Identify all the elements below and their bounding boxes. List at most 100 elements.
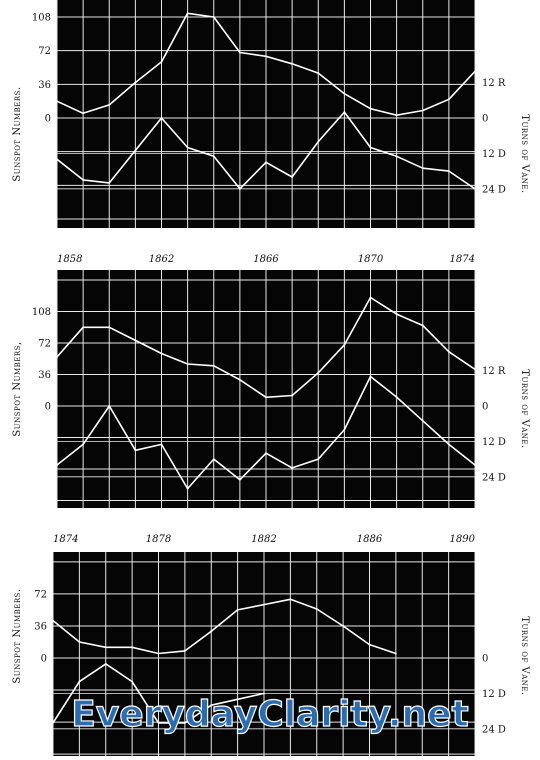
vane-point <box>134 449 137 452</box>
vane-point <box>395 155 398 158</box>
year-tick-label: 1866 <box>253 254 279 265</box>
vane-point <box>212 155 215 158</box>
left-tick-label: 36 <box>38 370 51 381</box>
left-tick-label: 108 <box>32 13 51 24</box>
right-tick-label: 0 <box>482 114 488 125</box>
vane-point <box>265 161 267 164</box>
vane-point <box>474 187 476 190</box>
vane-point <box>186 146 189 149</box>
right-tick-label: 24 D <box>482 472 506 483</box>
year-tick-label: 1870 <box>358 254 384 265</box>
sunspot-point <box>369 107 372 110</box>
right-tick-label: 0 <box>482 402 488 413</box>
vane-point <box>238 187 241 190</box>
vane-point <box>369 146 372 149</box>
chart-panel-1: 108 72 36 0 12 R 0 12 D 24 D Sunspot Numbers. Tur… <box>12 0 530 228</box>
sunspot-point <box>291 62 294 65</box>
sunspot-point <box>108 104 111 106</box>
vane-point <box>78 680 81 683</box>
vane-point <box>56 158 58 161</box>
vane-point <box>157 722 160 724</box>
left-tick-label: 0 <box>45 402 51 413</box>
left-tick-label: 0 <box>45 114 51 125</box>
vane-point <box>238 478 241 481</box>
sunspot-point <box>160 61 163 63</box>
sunspot-point <box>56 100 58 103</box>
sunspot-point <box>291 394 294 397</box>
year-tick-label: 1890 <box>450 534 476 545</box>
sunspot-point <box>82 112 85 115</box>
left-tick-label: 36 <box>38 80 51 91</box>
sunspot-point <box>212 364 215 367</box>
vane-point <box>160 117 163 119</box>
sunspot-point <box>78 641 81 643</box>
vane-point <box>421 419 424 422</box>
vane-point <box>343 111 346 113</box>
sunspot-point <box>212 16 215 18</box>
vane-point <box>134 149 137 152</box>
sunspot-point <box>108 326 111 329</box>
sunspot-point <box>186 12 189 15</box>
vane-point <box>421 167 424 170</box>
vane-point <box>265 452 267 455</box>
sunspot-point <box>474 368 476 371</box>
sunspot-point <box>315 608 318 610</box>
vane-point <box>291 176 294 178</box>
vane-point <box>317 458 320 460</box>
right-tick-label: 24 D <box>482 724 506 735</box>
right-tick-label: 0 <box>482 654 488 665</box>
vane-point <box>447 170 450 173</box>
vane-point <box>82 443 85 446</box>
vane-point <box>263 692 265 695</box>
vane-point <box>212 458 215 460</box>
sunspot-point <box>421 109 424 112</box>
right-tick-label: 24 D <box>482 184 506 195</box>
sunspot-point <box>56 356 58 358</box>
right-axis-title: Turns of Vane. <box>519 114 530 193</box>
vane-point <box>236 698 239 701</box>
sunspot-point <box>186 363 189 365</box>
vane-point <box>369 375 372 378</box>
vane-point <box>131 680 134 683</box>
left-axis-title: Sunspot Numbers, <box>12 341 23 436</box>
vane-point <box>186 487 189 490</box>
vane-point <box>108 182 111 184</box>
sunspot-point <box>131 646 134 649</box>
sunspot-point <box>394 652 397 655</box>
sunspot-point <box>160 352 163 355</box>
sunspot-point <box>134 339 137 342</box>
sunspot-point <box>52 619 54 622</box>
left-axis-title: Sunspot Numbers. <box>12 588 23 683</box>
watermark-text: EverydayClarity.net <box>71 694 469 735</box>
vane-point <box>474 464 476 466</box>
sunspot-point <box>447 98 450 101</box>
chart-panel-2: 108 72 36 0 12 R 0 12 D 24 D 1858 1862 1866 1870 187… <box>12 254 530 508</box>
sunspot-point <box>82 326 85 329</box>
vane-point <box>395 396 398 399</box>
sunspot-point <box>104 646 107 649</box>
vane-point <box>160 443 163 446</box>
sunspot-point <box>265 55 267 58</box>
year-tick-label: 1858 <box>57 254 82 265</box>
sunspot-point <box>157 652 160 655</box>
sunspot-point <box>317 371 320 374</box>
left-axis-title: Sunspot Numbers. <box>12 86 23 181</box>
sunspot-point <box>265 396 267 399</box>
vane-point <box>52 722 54 724</box>
vane-point <box>291 467 294 469</box>
sunspot-point <box>343 92 346 95</box>
right-tick-label: 12 D <box>482 437 506 448</box>
vane-point <box>317 140 320 143</box>
right-tick-label: 12 D <box>482 689 506 700</box>
left-tick-label: 108 <box>32 307 51 318</box>
right-tick-label: 12 D <box>482 149 506 160</box>
year-tick-label: 1878 <box>146 534 171 545</box>
year-tick-label: 1886 <box>357 534 383 545</box>
right-axis-title: Turns of Vane. <box>519 369 530 448</box>
left-tick-label: 72 <box>38 339 51 350</box>
sunspot-point <box>210 630 213 633</box>
sunspot-point <box>238 51 241 54</box>
vane-point <box>108 405 111 407</box>
